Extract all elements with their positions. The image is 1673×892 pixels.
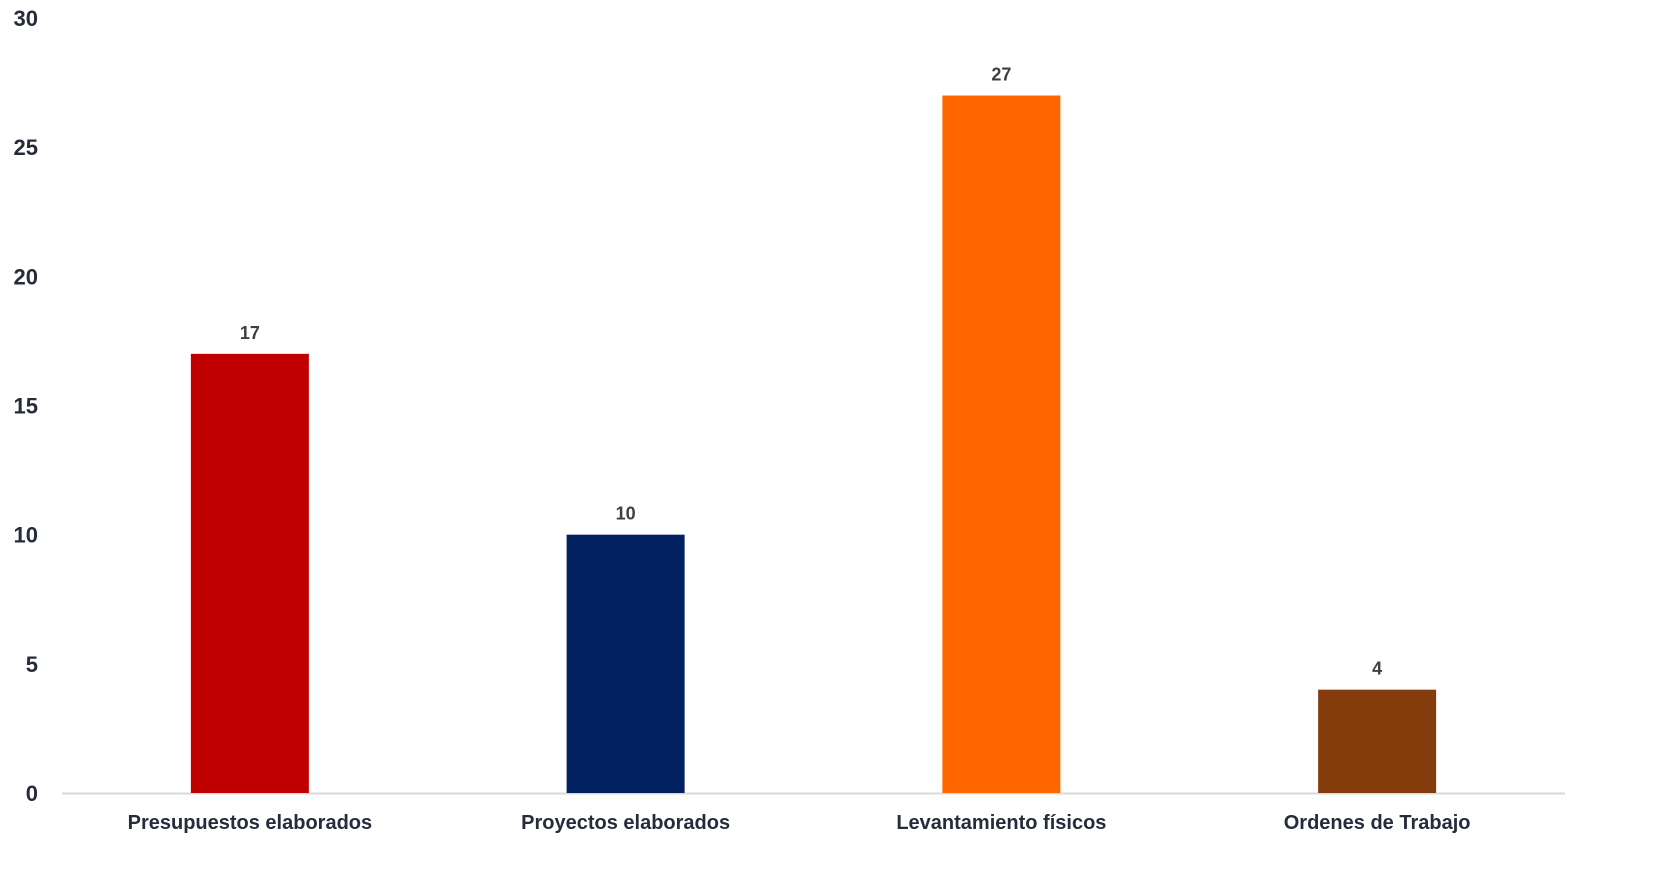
y-tick-label: 20 bbox=[14, 264, 38, 289]
data-label: 27 bbox=[991, 65, 1011, 85]
x-category-label: Presupuestos elaborados bbox=[128, 812, 373, 834]
bar bbox=[1318, 689, 1437, 793]
bar bbox=[190, 353, 309, 793]
data-label: 10 bbox=[616, 504, 636, 524]
y-tick-label: 10 bbox=[14, 523, 38, 548]
x-category-label: Levantamiento físicos bbox=[896, 812, 1106, 834]
bar bbox=[942, 95, 1061, 793]
y-axis-ticks: 0 5 10 15 20 25 30 bbox=[14, 6, 38, 806]
y-tick-label: 5 bbox=[26, 652, 38, 677]
x-axis-category-labels: Presupuestos elaborados Proyectos elabora… bbox=[128, 812, 1471, 834]
data-label: 4 bbox=[1372, 659, 1382, 679]
x-category-label: Ordenes de Trabajo bbox=[1284, 812, 1471, 834]
x-category-label: Proyectos elaborados bbox=[521, 812, 730, 834]
data-labels-group: 17 10 27 4 bbox=[240, 65, 1382, 679]
bar bbox=[566, 534, 685, 793]
y-tick-label: 15 bbox=[14, 394, 38, 419]
y-tick-label: 0 bbox=[26, 781, 38, 806]
y-tick-label: 30 bbox=[14, 6, 38, 31]
data-label: 17 bbox=[240, 323, 260, 343]
y-tick-label: 25 bbox=[14, 135, 38, 160]
bars-group bbox=[190, 95, 1437, 793]
